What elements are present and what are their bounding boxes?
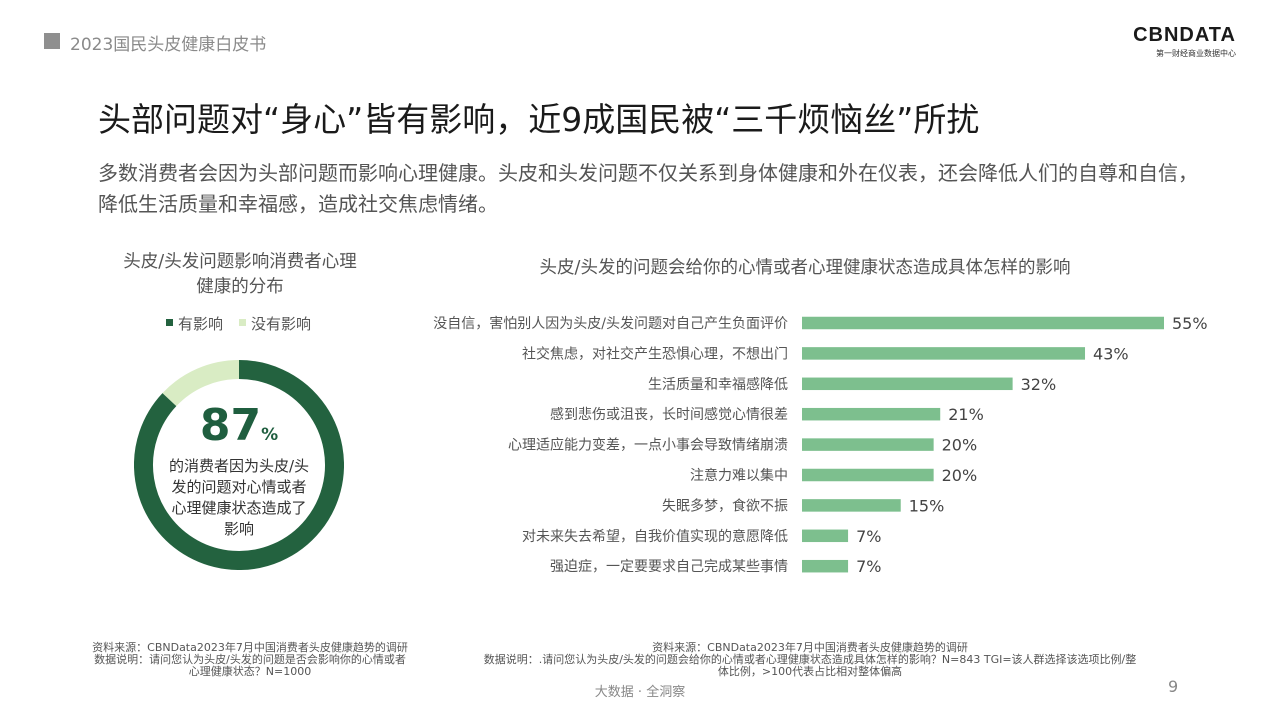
bar	[802, 529, 849, 543]
bar-value-label: 20%	[942, 466, 978, 485]
bar	[802, 347, 1086, 360]
bar-category-label: 感到悲伤或沮丧，长时间感觉心情很差	[550, 406, 788, 423]
donut-slice-no-impact	[162, 360, 240, 407]
bar-value-label: 20%	[942, 436, 978, 455]
logo-sub: 第一财经商业数据中心	[1156, 49, 1236, 58]
report-title: 2023国民头皮健康白皮书	[70, 35, 267, 55]
logo-main: CBNDATA	[1133, 24, 1236, 46]
footer-left-line: 数据说明：请问您认为头皮/头发的问题是否会影响你的心情或者	[94, 653, 406, 666]
legend-swatch-light	[239, 319, 247, 326]
donut-big-number: 87	[199, 400, 262, 451]
bar	[802, 468, 934, 482]
logo: CBNDATA 第一财经商业数据中心	[1133, 24, 1236, 59]
bar	[802, 499, 901, 512]
footer-right: 资料来源：CBNData2023年7月中国消费者头皮健康趋势的调研 数据说明：.…	[440, 642, 1180, 678]
donut-legend: 有影响 没有影响	[166, 313, 311, 334]
bar-category-label: 失眠多梦，食欲不振	[662, 497, 788, 514]
page-title: 头部问题对“身心”皆有影响，近9成国民被“三千烦恼丝”所扰	[98, 100, 980, 139]
donut-big-unit: %	[261, 425, 279, 445]
donut-slice-impact	[134, 360, 344, 570]
footer-right-line: 体比例，>100代表占比相对整体偏高	[717, 665, 903, 678]
bar-category-label: 注意力难以集中	[690, 467, 788, 484]
donut-center: 87% 的消费者因为头皮/头发的问题对心情或者心理健康状态造成了影响	[134, 400, 344, 540]
bar-value-label: 7%	[856, 557, 881, 576]
bar-category-label: 对未来失去希望，自我价值实现的意愿降低	[522, 528, 788, 545]
bar-chart: 没自信，害怕别人因为头皮/头发问题对自己产生负面评价 55% 社交焦虑，对社交产生恐…	[433, 314, 1208, 576]
footer-left-line: 心理健康状态？N=1000	[188, 665, 312, 678]
bar-category-label: 强迫症，一定要要求自己完成某些事情	[550, 559, 788, 575]
bar-value-label: 43%	[1093, 344, 1129, 363]
bar	[802, 316, 1164, 330]
bar-value-label: 32%	[1021, 375, 1057, 394]
bar	[802, 377, 1013, 391]
bar	[802, 559, 849, 573]
footer-right-line: 资料来源：CBNData2023年7月中国消费者头皮健康趋势的调研	[652, 641, 968, 654]
footer-left: 资料来源：CBNData2023年7月中国消费者头皮健康趋势的调研 数据说明：请…	[40, 642, 460, 678]
bar	[802, 438, 934, 451]
bar	[802, 407, 941, 421]
donut-chart	[134, 360, 344, 570]
legend-swatch-dark	[166, 319, 173, 326]
legend-label-no-impact: 没有影响	[251, 315, 312, 333]
bar-value-label: 7%	[856, 527, 881, 546]
bar-chart-title: 头皮/头发的问题会给你的心情或者心理健康状态造成具体怎样的影响	[539, 258, 1071, 278]
footer-right-line: 数据说明：.请问您认为头皮/头发的问题会给你的心情或者心理健康状态造成具体怎样的…	[483, 653, 1137, 666]
footer-slogan: 大数据 · 全洞察	[594, 685, 686, 700]
legend-item-no-impact: 没有影响	[239, 313, 311, 334]
bar-category-label: 生活质量和幸福感降低	[648, 376, 788, 393]
bar-category-label: 社交焦虑，对社交产生恐惧心理，不想出门	[522, 345, 788, 362]
page-subtitle: 多数消费者会因为头部问题而影响心理健康。头皮和头发问题不仅关系到身体健康和外在仪…	[98, 161, 1198, 216]
footer-left-line: 资料来源：CBNData2023年7月中国消费者头皮健康趋势的调研	[92, 641, 408, 654]
page-number: 9	[1168, 677, 1179, 696]
bar-category-label: 心理适应能力变差，一点小事会导致情绪崩溃	[508, 437, 788, 454]
bar-value-label: 55%	[1172, 314, 1208, 333]
header-square-icon	[44, 33, 60, 49]
legend-label-impact: 有影响	[178, 315, 224, 333]
bar-value-label: 21%	[948, 405, 984, 424]
bar-value-label: 15%	[909, 496, 945, 515]
legend-item-impact: 有影响	[166, 313, 223, 334]
bar-category-label: 没自信，害怕别人因为头皮/头发问题对自己产生负面评价	[433, 316, 788, 332]
donut-chart-title: 头皮/头发问题影响消费者心理健康的分布	[123, 252, 357, 297]
donut-center-text: 的消费者因为头皮/头发的问题对心情或者心理健康状态造成了影响	[168, 457, 310, 538]
